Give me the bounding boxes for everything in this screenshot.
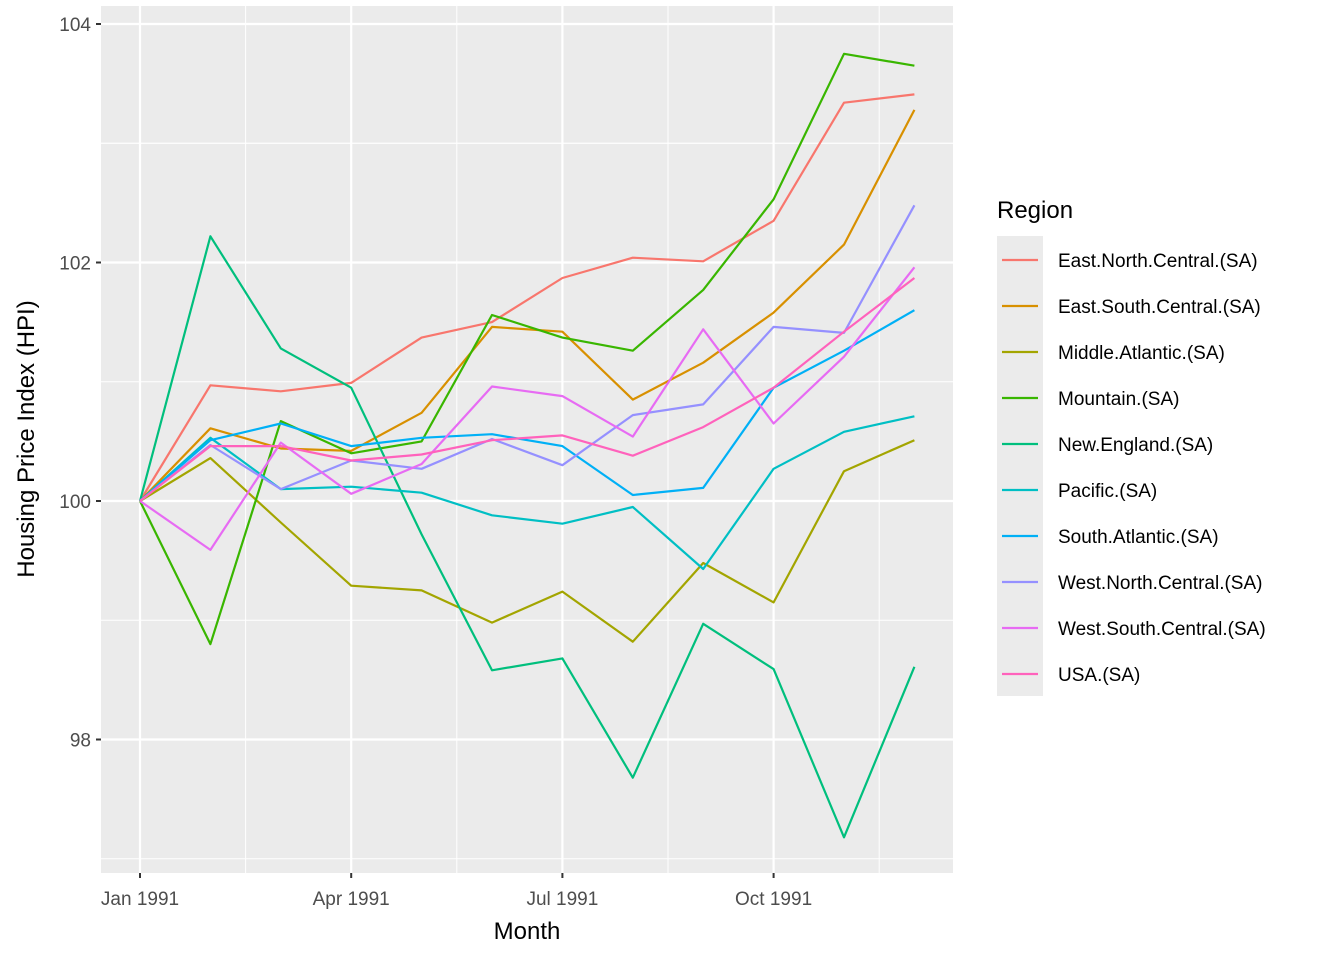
legend-label: East.North.Central.(SA) [1058, 251, 1258, 272]
legend-label: New.England.(SA) [1058, 435, 1213, 456]
minor-gridlines [101, 6, 953, 873]
legend-label: Middle.Atlantic.(SA) [1058, 343, 1225, 364]
y-axis-title: Housing Price Index (HPI) [13, 300, 40, 577]
y-tick-label: 98 [70, 731, 91, 752]
axis-ticks [96, 23, 775, 878]
series-line-9 [139, 266, 916, 552]
x-axis-title: Month [494, 918, 561, 945]
x-tick-label: Apr 1991 [313, 889, 390, 910]
legend-items: East.North.Central.(SA) East.South.Centra… [1002, 251, 1266, 686]
legend-label: West.South.Central.(SA) [1058, 619, 1266, 640]
x-tick-label: Jul 1991 [526, 889, 598, 910]
series-line-1 [139, 93, 915, 502]
series-line-10 [139, 277, 916, 502]
legend-title: Region [997, 197, 1073, 224]
series-lines [138, 52, 916, 839]
series-line-7 [139, 309, 915, 502]
legend-label: USA.(SA) [1058, 665, 1140, 686]
y-tick-label: 100 [59, 492, 91, 513]
x-tick-label: Jan 1991 [101, 889, 179, 910]
legend: Region East.North.Central.(SA) East.South… [997, 197, 1266, 696]
y-tick-label: 102 [59, 254, 91, 275]
series-line-5 [138, 235, 916, 839]
series-line-8 [139, 204, 916, 502]
legend-label: South.Atlantic.(SA) [1058, 527, 1219, 548]
legend-label: West.North.Central.(SA) [1058, 573, 1262, 594]
tick-labels: 98 100 102 104 Jan 1991 Apr 1991 Jul 1991 Oct 1… [59, 15, 812, 910]
legend-key-background [997, 236, 1043, 696]
series-line-3 [139, 439, 915, 643]
legend-label: Pacific.(SA) [1058, 481, 1157, 502]
series-line-4 [139, 52, 915, 646]
legend-label: Mountain.(SA) [1058, 389, 1179, 410]
x-tick-label: Oct 1991 [735, 889, 812, 910]
y-tick-label: 104 [59, 15, 91, 36]
legend-label: East.South.Central.(SA) [1058, 297, 1261, 318]
